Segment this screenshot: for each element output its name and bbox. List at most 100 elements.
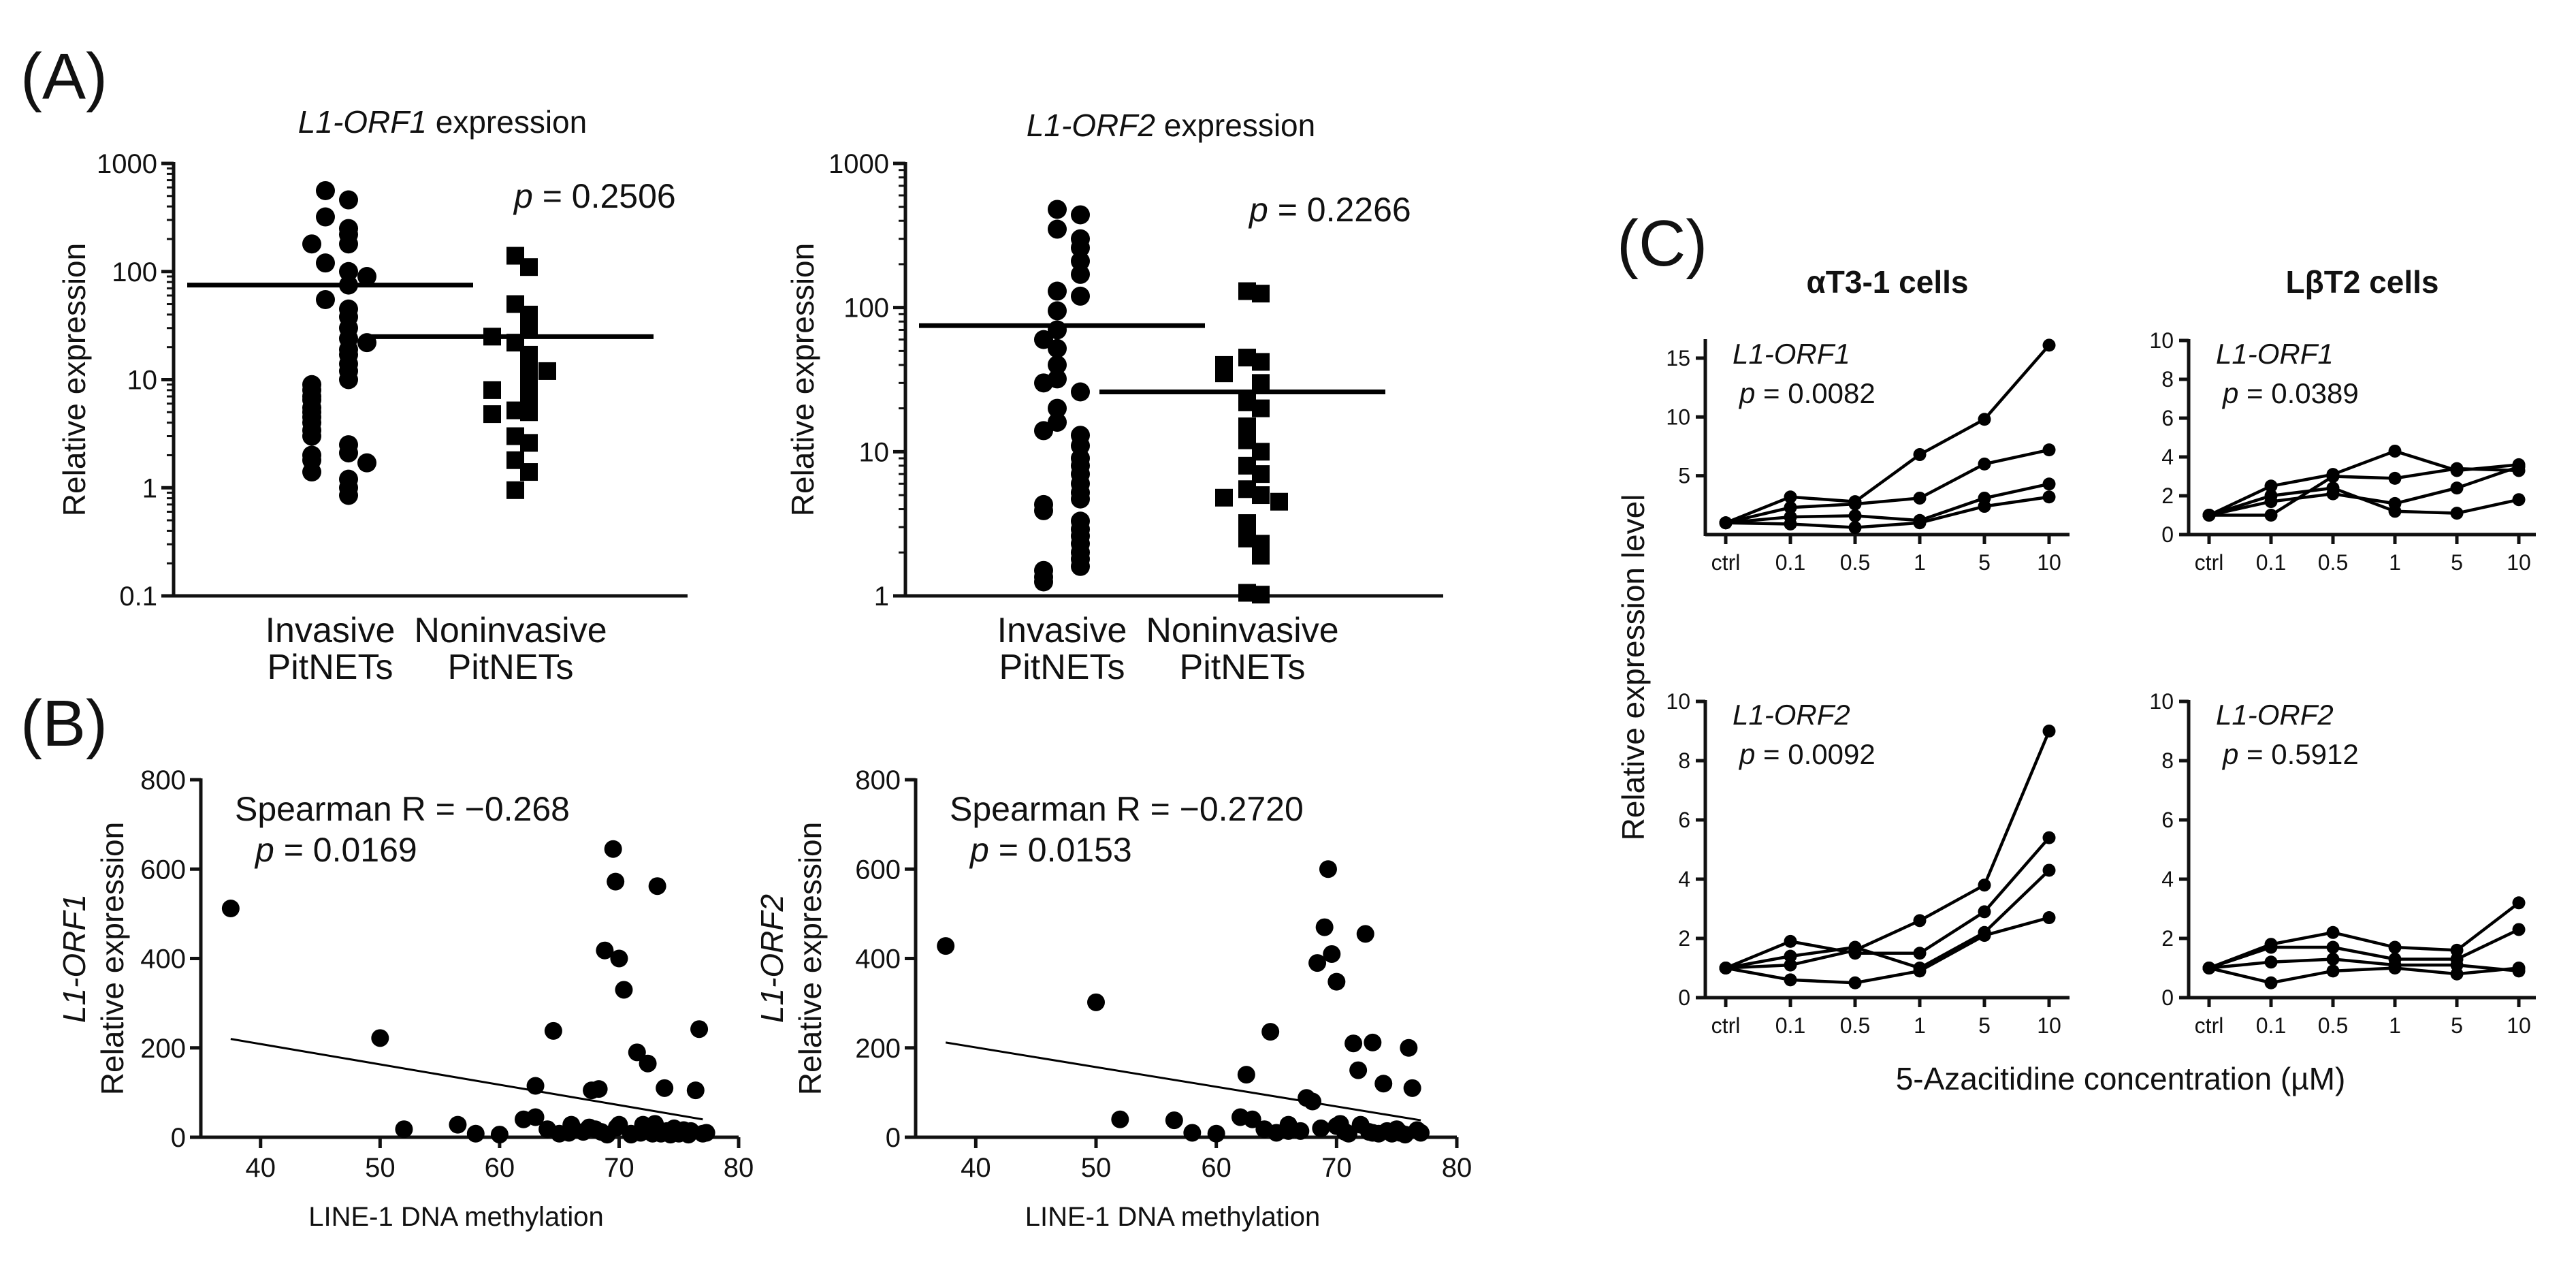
data-point <box>357 453 376 473</box>
p-value-label: p = 0.0389 <box>2221 377 2359 409</box>
x-tick-label: 80 <box>724 1153 754 1183</box>
y-tick-label: 0 <box>886 1123 901 1153</box>
data-point <box>1243 1110 1261 1128</box>
data-point <box>1252 399 1270 417</box>
y-tick-label: 2 <box>1678 926 1690 951</box>
data-point <box>2326 964 2340 978</box>
data-point <box>1071 286 1090 306</box>
data-point <box>302 234 321 254</box>
data-point <box>1345 1034 1363 1053</box>
y-tick-label: 800 <box>140 765 186 795</box>
data-point <box>520 434 538 452</box>
y-tick-label: 6 <box>2161 808 2174 832</box>
x-axis-label: LINE-1 DNA methylation <box>308 1202 604 1232</box>
data-point <box>1978 929 1991 942</box>
y-tick-label: 6 <box>2161 406 2174 430</box>
data-point <box>1034 373 1053 393</box>
y-tick-label: 10 <box>2149 328 2174 353</box>
chart-a2-orf2-expression: L1-ORF2 expression Relative expression 100… <box>785 108 1443 687</box>
data-point <box>1319 860 1337 878</box>
data-point <box>2450 967 2464 981</box>
gene-label: L1-ORF1 <box>2216 338 2334 370</box>
panel-label-b: (B) <box>20 687 108 760</box>
data-point <box>1349 1061 1368 1079</box>
data-point <box>520 258 538 276</box>
x-tick-label: 0.1 <box>2256 1013 2286 1038</box>
y-tick-label: 800 <box>855 765 901 795</box>
p-value-label: p = 0.0153 <box>969 831 1132 869</box>
c-x-axis-label: 5-Azacitidine concentration (µM) <box>1896 1061 2346 1096</box>
data-point <box>2450 958 2464 972</box>
series-line <box>2208 928 2519 970</box>
data-point <box>1400 1039 1418 1057</box>
data-point <box>2264 955 2278 969</box>
data-point <box>1048 219 1067 239</box>
data-point <box>1252 285 1270 303</box>
data-point <box>221 900 240 917</box>
series-line <box>1725 344 2050 524</box>
y-tick-label: 0 <box>1678 985 1690 1010</box>
data-point <box>2512 464 2526 477</box>
data-point <box>2512 923 2526 936</box>
x-tick-label: 1 <box>2389 1013 2401 1038</box>
data-point <box>2326 940 2340 954</box>
data-point <box>2512 896 2526 910</box>
data-point <box>2450 943 2464 957</box>
x-axis-label: LINE-1 DNA methylation <box>1025 1202 1321 1232</box>
y-tick-label: 400 <box>140 945 186 974</box>
regression-line <box>945 1041 1421 1122</box>
x-tick-label: 5 <box>1978 550 1991 575</box>
chart-title: LβT2 cells <box>2286 264 2439 300</box>
p-value-label: p = 0.2506 <box>513 177 676 215</box>
data-point <box>490 1126 509 1144</box>
data-point <box>1784 958 1797 972</box>
data-point <box>1312 1119 1330 1137</box>
data-point <box>339 443 358 463</box>
data-point <box>615 981 633 999</box>
y-axis-label: L1-ORF2Relative expression <box>754 822 828 1095</box>
data-point <box>316 180 335 200</box>
data-point <box>1215 364 1233 383</box>
x-tick-label: ctrl <box>1711 1013 1741 1038</box>
x-tick-label: 40 <box>246 1153 276 1183</box>
data-point <box>1848 940 1862 954</box>
data-point <box>1784 490 1797 504</box>
y-tick-label: 200 <box>855 1034 901 1064</box>
data-point <box>1784 949 1797 963</box>
data-point <box>339 234 358 254</box>
data-point <box>1215 488 1233 507</box>
data-point <box>1315 918 1334 936</box>
series-line <box>2208 957 2519 973</box>
data-point <box>520 403 538 422</box>
data-point <box>1183 1124 1202 1142</box>
data-point <box>1913 947 1927 960</box>
data-point <box>1784 517 1797 530</box>
data-point <box>1034 572 1053 592</box>
x-tick-label: 10 <box>2037 1013 2061 1038</box>
data-point <box>590 1080 608 1098</box>
y-tick-label: 0 <box>2161 522 2174 547</box>
data-point <box>690 1020 709 1039</box>
y-tick-label: 2 <box>2161 484 2174 508</box>
x-tick-label: 60 <box>1201 1153 1231 1183</box>
y-tick-label: 0 <box>2161 985 2174 1010</box>
y-tick-label: 10 <box>1666 405 1690 429</box>
series-line <box>2209 466 2519 517</box>
data-point <box>1848 509 1862 522</box>
y-tick-label: 8 <box>2161 748 2174 773</box>
data-point <box>2326 487 2340 501</box>
data-point <box>2388 962 2402 974</box>
data-point <box>2388 444 2402 458</box>
category-label: PitNETs <box>268 648 393 687</box>
x-tick-label: 0.1 <box>1775 1013 1805 1038</box>
y-tick-label: 1 <box>142 473 157 503</box>
y-tick-label: 6 <box>1678 808 1690 832</box>
data-point <box>1364 1033 1382 1051</box>
y-tick-label: 5 <box>1678 464 1690 488</box>
y-tick-label: 0.1 <box>119 582 157 612</box>
data-point <box>1237 1066 1255 1084</box>
y-tick-label: 8 <box>1678 748 1690 773</box>
data-point <box>1071 251 1090 271</box>
spearman-r-label: Spearman R = −0.2720 <box>950 790 1304 828</box>
